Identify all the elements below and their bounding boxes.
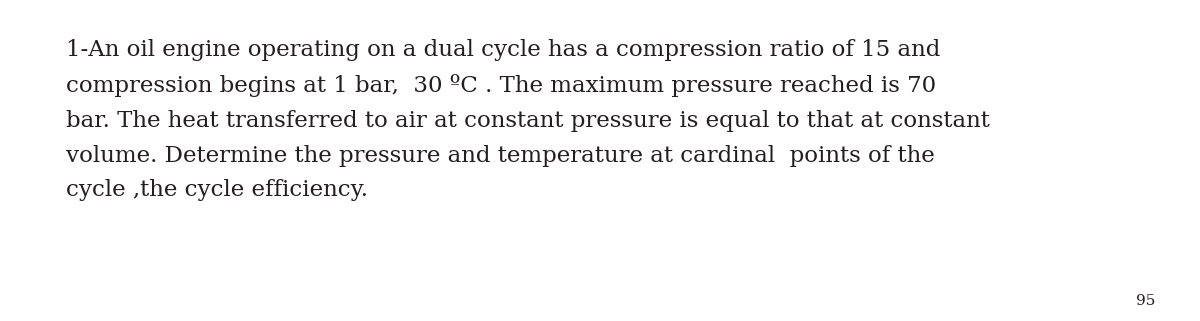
Text: 1-An oil engine operating on a dual cycle has a compression ratio of 15 and
comp: 1-An oil engine operating on a dual cycl… bbox=[66, 39, 990, 201]
Text: 95: 95 bbox=[1136, 294, 1156, 308]
